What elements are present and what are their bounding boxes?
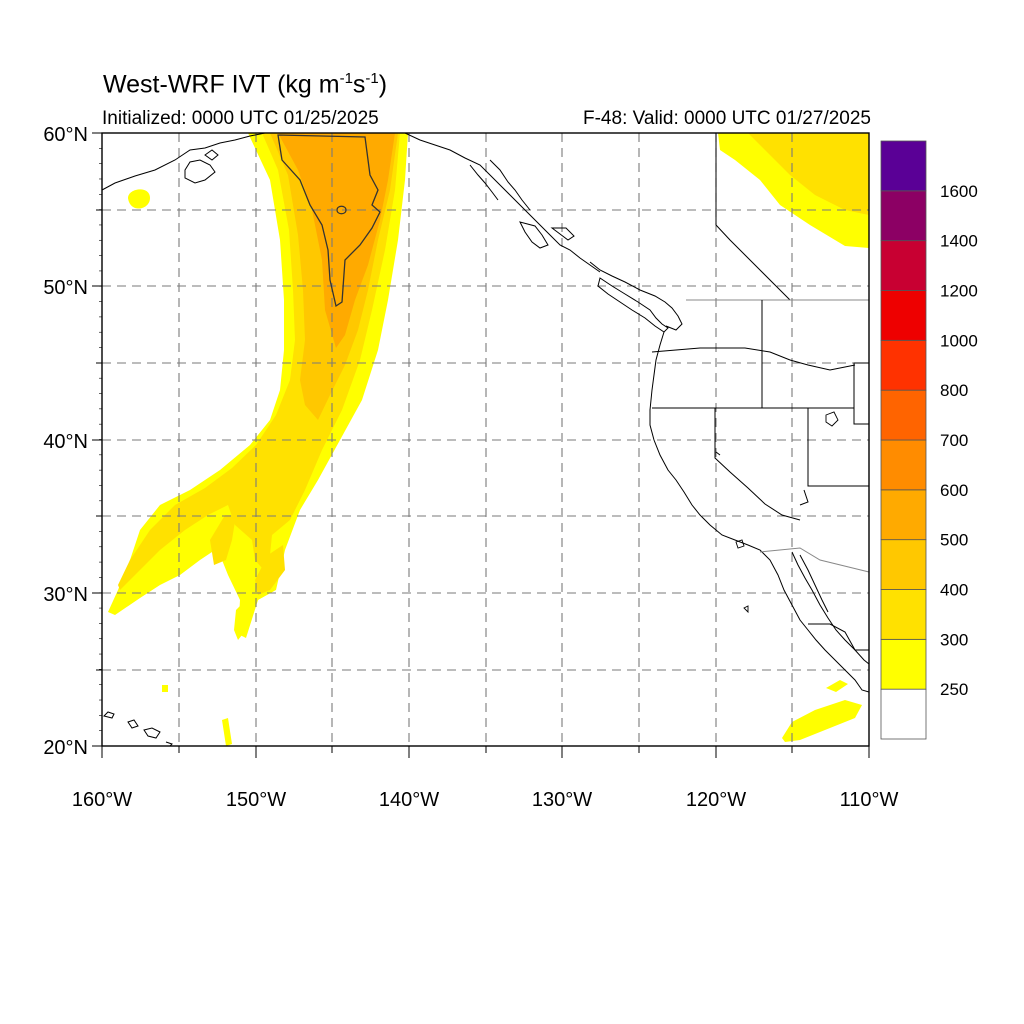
minor-features [735, 411, 839, 614]
lon-label-150w: 150°W [226, 789, 286, 811]
colorbar-swatch [880, 688, 927, 740]
lon-label-140w: 140°W [379, 789, 439, 811]
colorbar-label: 800 [940, 381, 968, 400]
colorbar-label: 1000 [940, 331, 978, 350]
ivt-plume-ne-300 [748, 133, 869, 215]
lat-label-30: 30°N [43, 584, 88, 606]
lon-label-120w: 120°W [686, 789, 746, 811]
colorbar-label: 400 [940, 581, 968, 600]
lat-labels: 60°N 50°N 40°N 30°N 20°N [43, 124, 88, 759]
ivt-fragment-sw-3 [234, 600, 252, 640]
ivt-fragment-hawaii-2 [162, 685, 168, 692]
lon-label-110w: 110°W [840, 789, 899, 811]
colorbar-swatch [880, 339, 927, 391]
colorbar-label: 300 [940, 630, 968, 649]
ivt-plume-se-small [826, 680, 848, 692]
colorbar-label: 700 [940, 431, 968, 450]
colorbar-swatch [880, 140, 927, 192]
ivt-fragment-sw-2 [255, 545, 285, 595]
colorbar-label: 500 [940, 531, 968, 550]
map-title: West-WRF IVT (kg m-1s-1) [103, 70, 388, 99]
ivt-plume-main-500 [278, 133, 395, 348]
ivt-500-contour [277, 134, 381, 308]
coastlines [102, 133, 869, 746]
colorbar-swatch [880, 638, 927, 690]
lat-label-20: 20°N [43, 737, 88, 759]
colorbar-swatch [880, 539, 927, 590]
ivt-fragment-hawaii [222, 718, 232, 746]
colorbar-label: 1600 [940, 182, 978, 201]
ivt-shading [108, 133, 869, 746]
ivt-fragment-sw-1 [210, 515, 236, 565]
tick-marks [92, 132, 870, 758]
initialized-time: Initialized: 0000 UTC 01/25/2025 [102, 108, 379, 129]
colorbar-label: 250 [940, 680, 968, 699]
lon-label-160w: 160°W [72, 789, 132, 811]
political-borders [651, 133, 870, 651]
lon-labels: 160°W 150°W 140°W 130°W 120°W 110°W [72, 789, 899, 811]
colorbar-swatch [880, 190, 927, 242]
lon-label-130w: 130°W [532, 789, 592, 811]
colorbar-swatch [880, 489, 927, 541]
lat-label-50: 50°N [43, 277, 88, 299]
gridlines [102, 133, 869, 746]
lat-label-40: 40°N [43, 431, 88, 453]
colorbar-label: 600 [940, 481, 968, 500]
minor-tick-marks [99, 132, 102, 747]
ivt-plume-se [782, 700, 862, 742]
colorbar-swatch [880, 240, 927, 291]
colorbar-label: 1200 [940, 282, 978, 301]
colorbar-label: 1400 [940, 232, 978, 251]
ivt-500-contour-hole [336, 205, 347, 215]
colorbar-swatch [880, 290, 927, 341]
ivt-blob-gulf [128, 189, 150, 209]
colorbar-swatch [880, 439, 927, 491]
colorbar: 250 300 400 500 600 700 800 1000 1200 1400 1600 [880, 140, 978, 740]
colorbar-swatch [880, 389, 927, 441]
valid-time: F-48: Valid: 0000 UTC 01/27/2025 [583, 108, 871, 129]
colorbar-swatch [880, 589, 927, 640]
lat-label-60: 60°N [43, 124, 88, 146]
